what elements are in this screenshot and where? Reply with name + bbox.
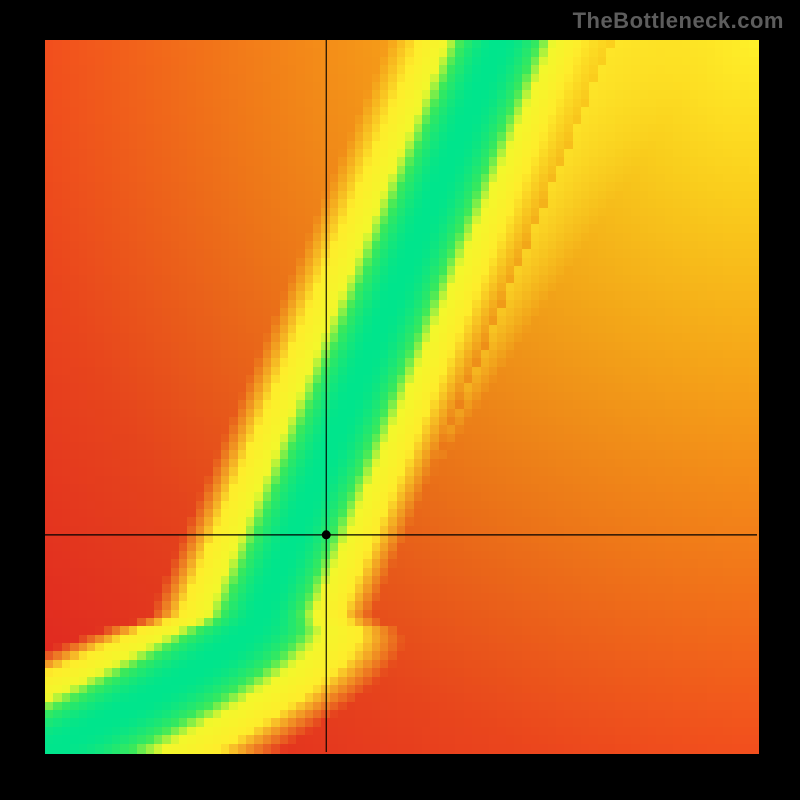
watermark-text: TheBottleneck.com	[573, 8, 784, 34]
chart-container: TheBottleneck.com	[0, 0, 800, 800]
bottleneck-heatmap	[0, 0, 800, 800]
